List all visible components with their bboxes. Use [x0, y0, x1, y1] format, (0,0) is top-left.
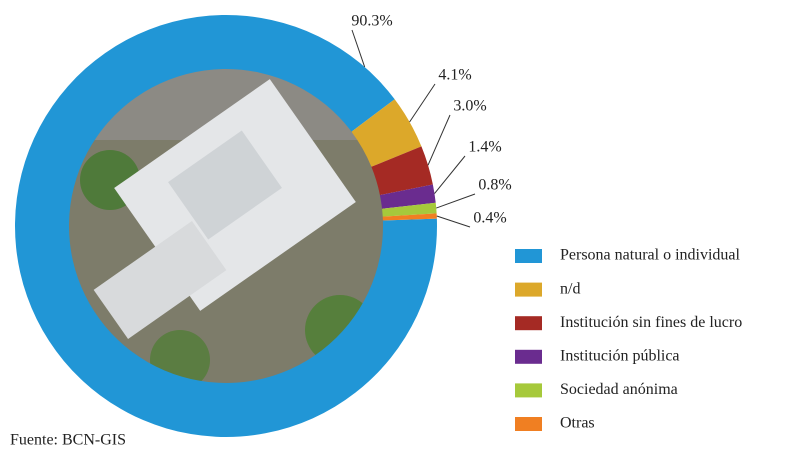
- legend-label: Sociedad anónima: [560, 381, 678, 398]
- value-label: 0.4%: [473, 210, 506, 227]
- leader-line: [437, 216, 470, 227]
- value-label: 4.1%: [438, 67, 471, 84]
- value-label: 3.0%: [453, 98, 486, 115]
- legend-swatch: [515, 417, 542, 431]
- leader-line: [436, 194, 475, 208]
- value-label: 1.4%: [468, 139, 501, 156]
- legend-swatch: [515, 350, 542, 364]
- legend-swatch: [515, 249, 542, 263]
- legend-label: Institución pública: [560, 347, 680, 364]
- value-label: 0.8%: [478, 177, 511, 194]
- source-note: Fuente: BCN-GIS: [10, 432, 126, 448]
- legend-swatch: [515, 283, 542, 297]
- chart: Fuente: BCN-GIS 90.3% Persona natural o i…: [0, 0, 803, 448]
- leader-line: [428, 115, 450, 165]
- legend-label: Persona natural o individual: [560, 247, 741, 264]
- leader-line: [434, 156, 465, 194]
- legend-label: Institución sin fines de lucro: [560, 314, 742, 331]
- leader-line: [410, 84, 435, 122]
- legend-swatch: [515, 383, 542, 397]
- legend-swatch: [515, 316, 542, 330]
- legend-label: n/d: [560, 280, 580, 297]
- value-label: 90.3%: [351, 13, 392, 30]
- legend-label: Otras: [560, 415, 595, 432]
